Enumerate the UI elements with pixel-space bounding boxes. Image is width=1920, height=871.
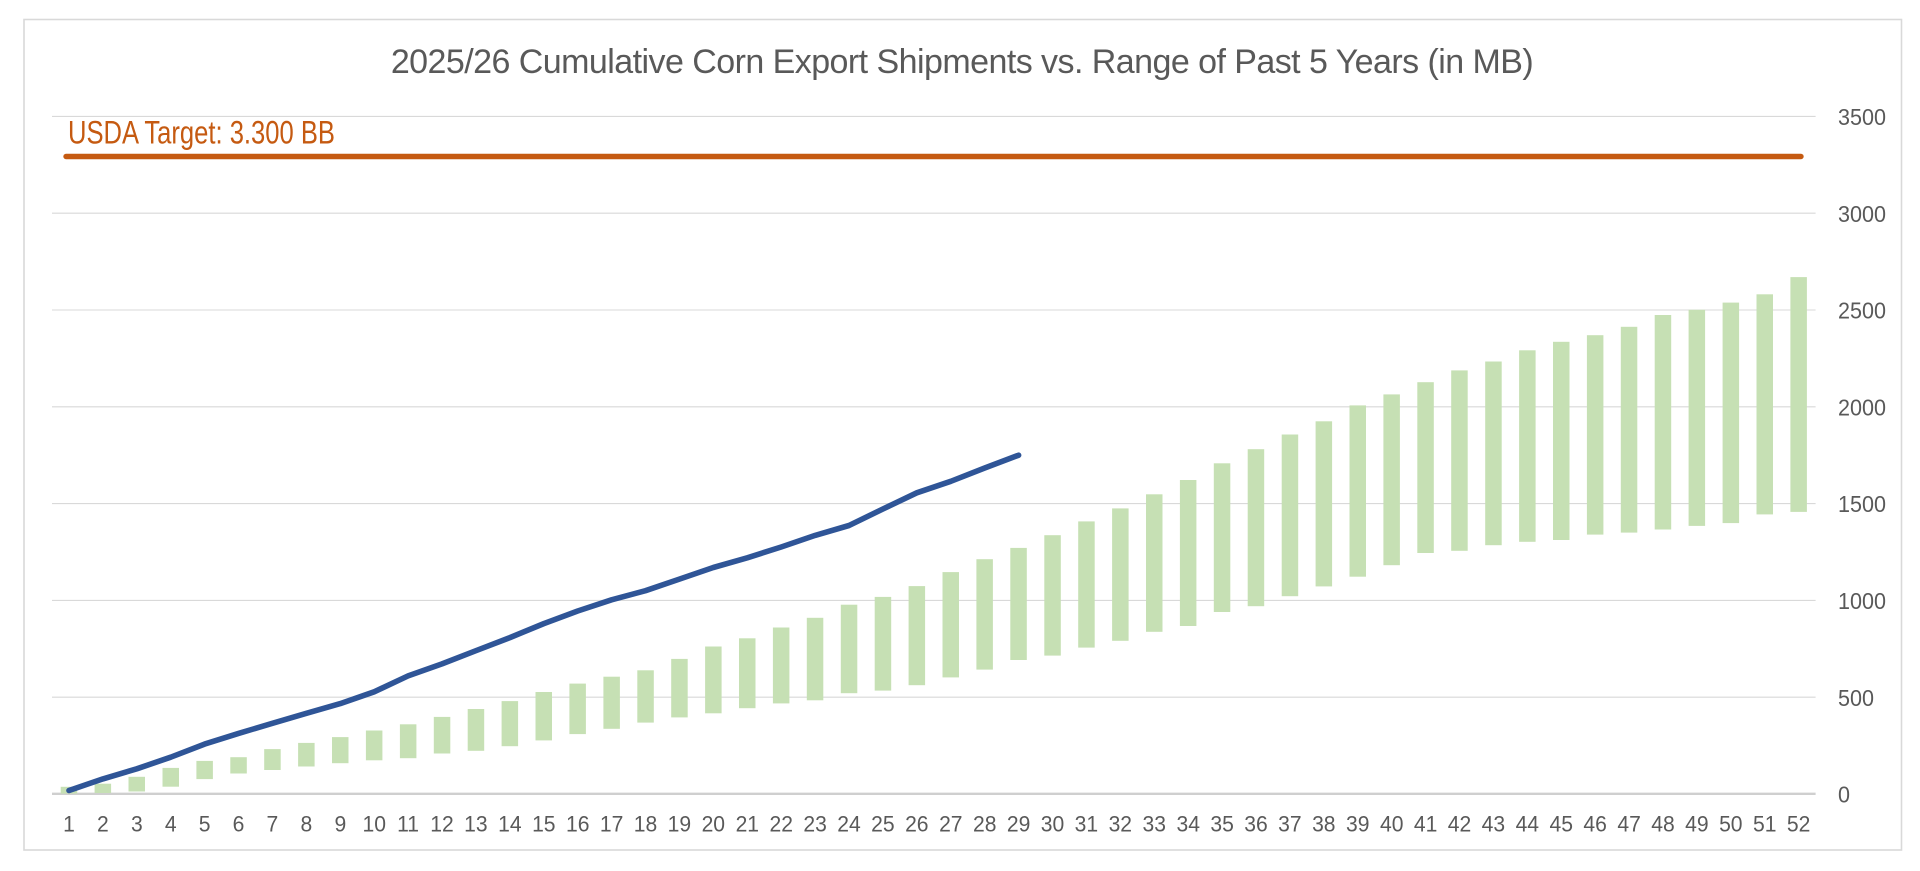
svg-text:17: 17 bbox=[600, 811, 623, 837]
svg-text:42: 42 bbox=[1448, 811, 1471, 837]
svg-text:31: 31 bbox=[1075, 811, 1098, 837]
svg-text:25: 25 bbox=[871, 811, 894, 837]
svg-text:51: 51 bbox=[1753, 811, 1776, 837]
svg-text:52: 52 bbox=[1787, 811, 1810, 837]
svg-text:3500: 3500 bbox=[1838, 104, 1886, 130]
svg-text:43: 43 bbox=[1482, 811, 1505, 837]
svg-text:20: 20 bbox=[702, 811, 725, 837]
svg-text:11: 11 bbox=[397, 811, 419, 837]
svg-text:18: 18 bbox=[634, 811, 657, 837]
svg-text:7: 7 bbox=[267, 811, 279, 837]
svg-text:500: 500 bbox=[1838, 685, 1874, 711]
svg-text:48: 48 bbox=[1651, 811, 1674, 837]
svg-text:2025/26 Cumulative Corn Export: 2025/26 Cumulative Corn Export Shipments… bbox=[391, 43, 1533, 81]
svg-text:3: 3 bbox=[131, 811, 143, 837]
svg-text:2: 2 bbox=[97, 811, 109, 837]
svg-text:19: 19 bbox=[668, 811, 691, 837]
svg-text:2000: 2000 bbox=[1838, 395, 1886, 421]
svg-text:37: 37 bbox=[1278, 811, 1301, 837]
svg-text:23: 23 bbox=[803, 811, 826, 837]
svg-text:3000: 3000 bbox=[1838, 201, 1886, 227]
svg-text:34: 34 bbox=[1176, 811, 1199, 837]
svg-text:0: 0 bbox=[1838, 782, 1850, 808]
svg-text:41: 41 bbox=[1414, 811, 1437, 837]
svg-text:24: 24 bbox=[837, 811, 860, 837]
svg-text:45: 45 bbox=[1549, 811, 1572, 837]
svg-text:1000: 1000 bbox=[1838, 588, 1886, 614]
svg-text:32: 32 bbox=[1109, 811, 1132, 837]
svg-text:USDA Target: 3.300 BB: USDA Target: 3.300 BB bbox=[68, 116, 335, 151]
svg-text:6: 6 bbox=[233, 811, 245, 837]
svg-text:44: 44 bbox=[1516, 811, 1539, 837]
svg-text:15: 15 bbox=[532, 811, 555, 837]
svg-text:29: 29 bbox=[1007, 811, 1030, 837]
svg-text:12: 12 bbox=[430, 811, 453, 837]
svg-text:40: 40 bbox=[1380, 811, 1403, 837]
svg-text:49: 49 bbox=[1685, 811, 1708, 837]
svg-text:13: 13 bbox=[464, 811, 487, 837]
svg-text:47: 47 bbox=[1617, 811, 1640, 837]
svg-text:22: 22 bbox=[769, 811, 792, 837]
svg-text:1: 1 bbox=[63, 811, 75, 837]
svg-text:16: 16 bbox=[566, 811, 589, 837]
svg-text:5: 5 bbox=[199, 811, 211, 837]
svg-text:14: 14 bbox=[498, 811, 521, 837]
svg-text:39: 39 bbox=[1346, 811, 1369, 837]
svg-text:35: 35 bbox=[1210, 811, 1233, 837]
svg-text:46: 46 bbox=[1583, 811, 1606, 837]
svg-text:30: 30 bbox=[1041, 811, 1064, 837]
svg-text:26: 26 bbox=[905, 811, 928, 837]
svg-text:28: 28 bbox=[973, 811, 996, 837]
svg-text:33: 33 bbox=[1142, 811, 1165, 837]
svg-text:38: 38 bbox=[1312, 811, 1335, 837]
svg-text:21: 21 bbox=[736, 811, 759, 837]
svg-text:9: 9 bbox=[334, 811, 346, 837]
svg-text:2500: 2500 bbox=[1838, 298, 1886, 324]
svg-text:10: 10 bbox=[362, 811, 385, 837]
svg-text:4: 4 bbox=[165, 811, 177, 837]
svg-text:8: 8 bbox=[301, 811, 313, 837]
svg-text:50: 50 bbox=[1719, 811, 1742, 837]
svg-text:36: 36 bbox=[1244, 811, 1267, 837]
svg-text:1500: 1500 bbox=[1838, 492, 1886, 518]
svg-text:27: 27 bbox=[939, 811, 962, 837]
